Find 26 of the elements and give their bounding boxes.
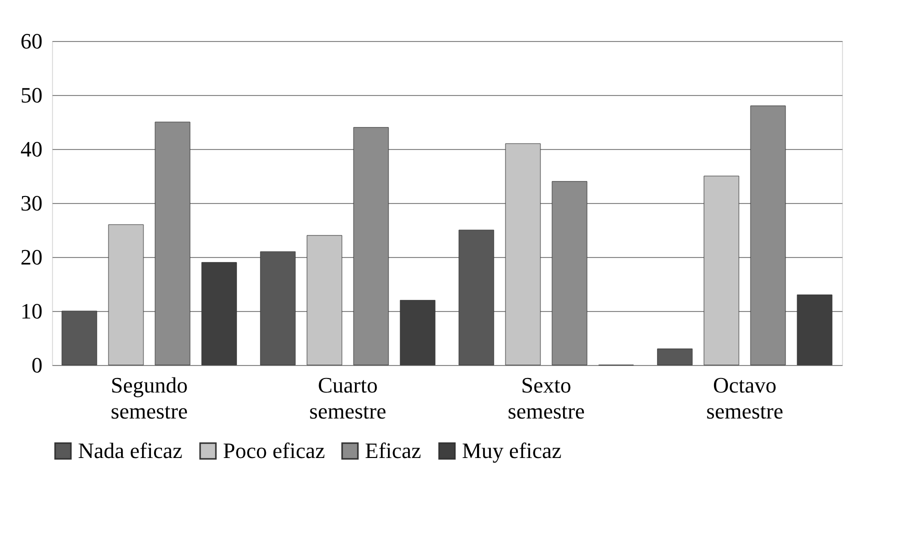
y-tick-label: 20 <box>20 244 42 270</box>
bar <box>306 235 342 366</box>
y-tick-label: 30 <box>20 190 42 216</box>
x-tick-label: Octavo semestre <box>706 372 784 424</box>
legend-label: Muy eficaz <box>462 438 562 463</box>
y-tick-label: 40 <box>20 136 42 162</box>
y-tick-label: 50 <box>20 82 42 108</box>
legend-label: Eficaz <box>365 438 422 463</box>
bar <box>505 143 541 366</box>
bar <box>657 348 693 366</box>
bar <box>796 294 832 366</box>
y-tick-label: 60 <box>20 28 42 54</box>
y-tick-label: 10 <box>20 298 42 324</box>
x-tick-label: Sexto semestre <box>508 372 585 424</box>
bar <box>62 310 98 366</box>
legend-label: Poco eficaz <box>223 438 326 463</box>
bar <box>400 300 436 366</box>
y-tick-label: 0 <box>32 352 42 378</box>
x-tick-label: Segundo semestre <box>110 372 188 424</box>
bar <box>260 251 296 366</box>
bar <box>458 230 494 366</box>
x-tick-label: Cuarto semestre <box>309 372 386 424</box>
legend-label: Nada eficaz <box>78 438 183 463</box>
bar <box>108 224 144 366</box>
bar <box>201 262 237 366</box>
bar <box>704 176 740 366</box>
